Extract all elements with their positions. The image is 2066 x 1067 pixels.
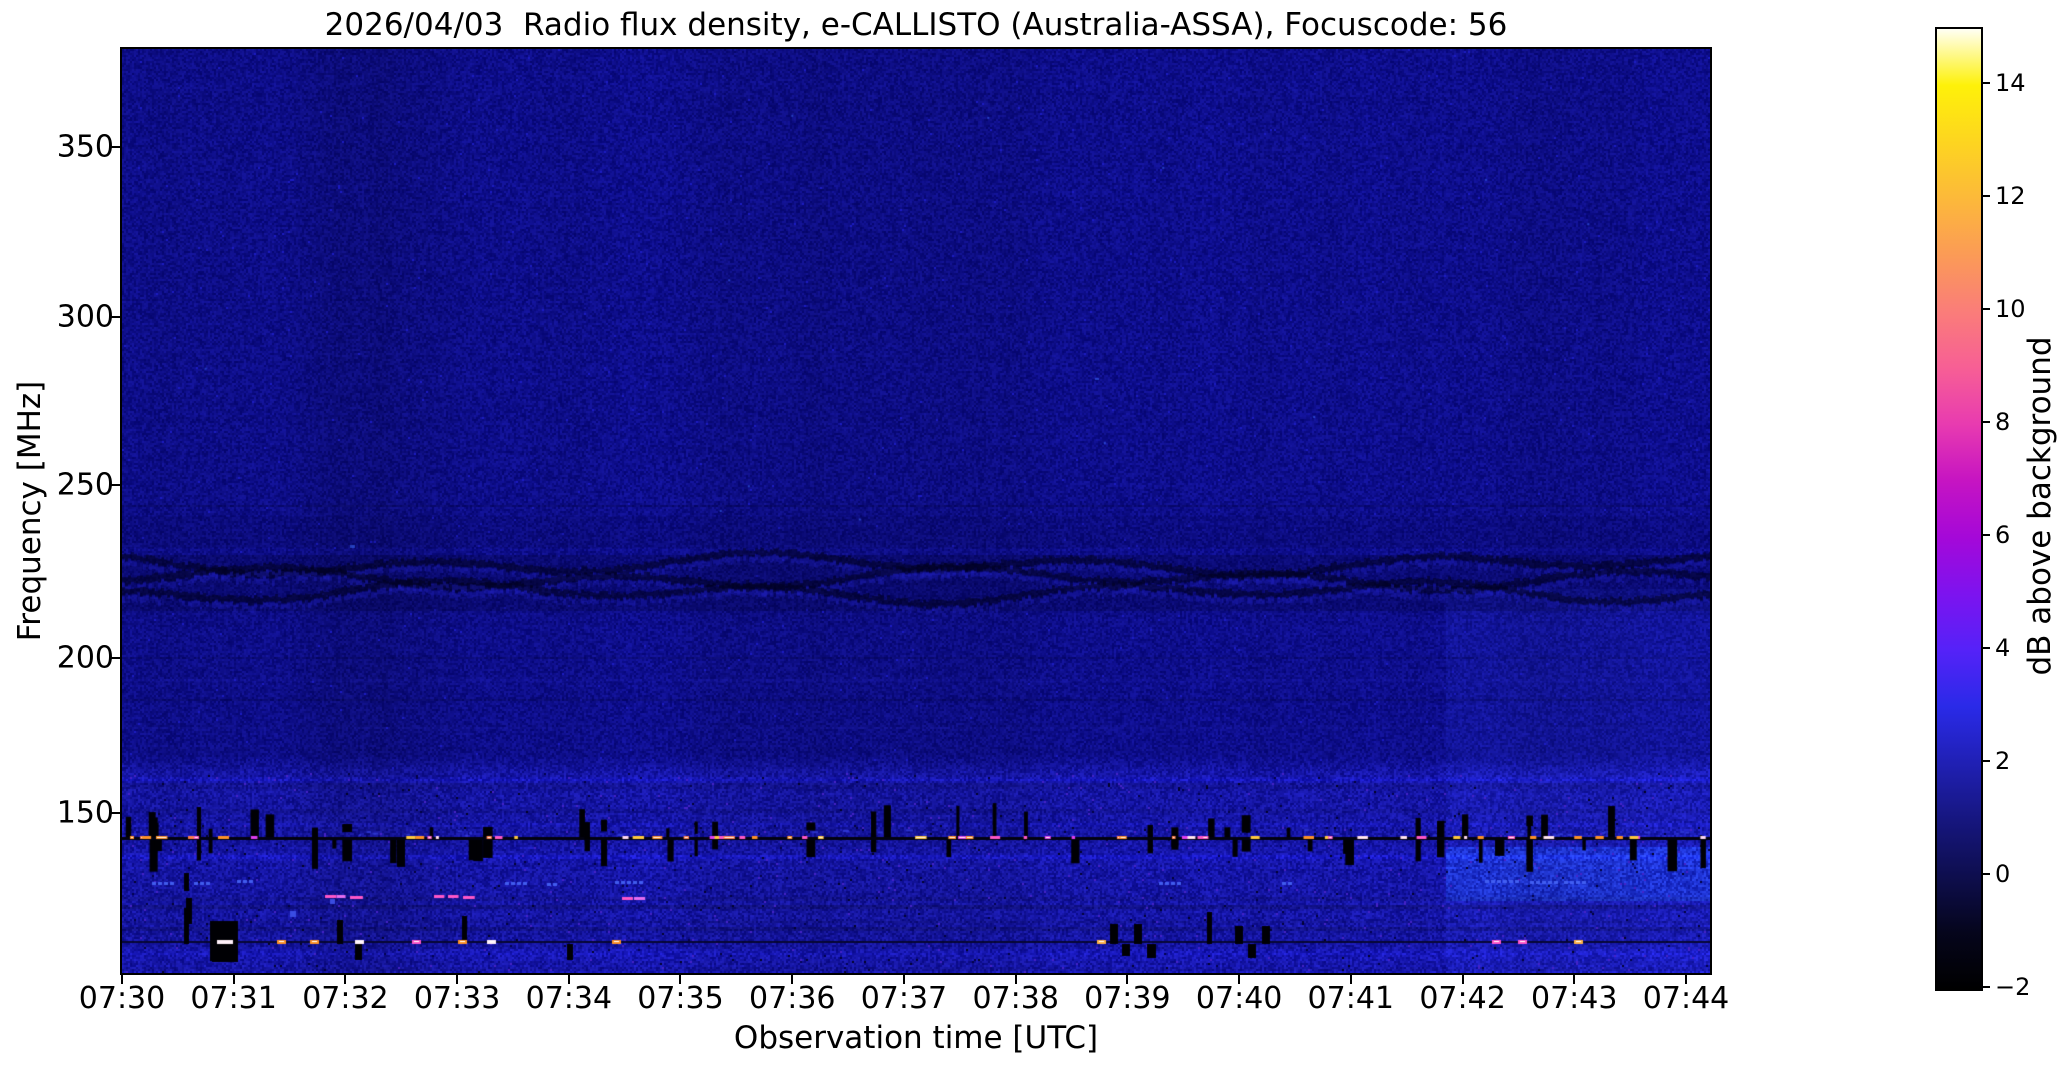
spectrogram-canvas (122, 49, 1710, 973)
y-tick-label: 350 (56, 129, 114, 165)
x-tick-mark (456, 973, 459, 984)
colorbar-tick-mark (1981, 873, 1990, 876)
x-tick-mark (1573, 973, 1576, 984)
colorbar-tick-label: 14 (1995, 69, 2026, 98)
x-tick-mark (1014, 973, 1017, 984)
colorbar-tick-label: 6 (1995, 521, 2011, 550)
x-tick-mark (791, 973, 794, 984)
x-tick-label: 07:31 (190, 981, 277, 1016)
colorbar-tick-mark (1981, 986, 1990, 988)
x-tick-mark (344, 973, 347, 984)
colorbar-tick-mark (1981, 534, 1990, 537)
colorbar-tick-mark (1981, 760, 1990, 763)
x-tick-label: 07:32 (302, 981, 389, 1016)
x-tick-label: 07:35 (637, 981, 724, 1016)
colorbar-tick-mark (1981, 647, 1990, 650)
colorbar-tick-label: 8 (1995, 408, 2011, 437)
x-tick-label: 07:36 (749, 981, 836, 1016)
colorbar-tick-mark (1981, 421, 1990, 424)
x-axis-label: Observation time [UTC] (733, 1020, 1099, 1056)
x-tick-label: 07:40 (1195, 981, 1283, 1016)
y-tick-label: 300 (56, 299, 114, 335)
colorbar-tick-label: 2 (1995, 747, 2011, 776)
y-tick-mark (110, 656, 121, 659)
x-tick-label: 07:33 (413, 981, 501, 1016)
y-tick-label: 150 (56, 795, 114, 831)
colorbar-label: dB above background (2022, 336, 2058, 676)
y-tick-mark (110, 145, 121, 148)
x-tick-mark (1126, 973, 1129, 984)
x-tick-mark (1349, 973, 1352, 984)
y-tick-mark (110, 484, 121, 487)
y-tick-mark (110, 812, 121, 815)
x-tick-mark (679, 973, 682, 984)
colorbar-tick-label: −2 (1995, 973, 2031, 1001)
chart-title: 2026/04/03 Radio flux density, e-CALLIST… (324, 7, 1508, 43)
x-tick-mark (1238, 973, 1241, 984)
x-tick-label: 07:43 (1530, 981, 1618, 1016)
x-tick-mark (1685, 973, 1688, 984)
colorbar-tick-label: 4 (1995, 634, 2011, 663)
y-tick-label: 250 (56, 467, 114, 503)
plot-frame (120, 47, 1712, 975)
y-tick-label: 200 (56, 640, 114, 676)
x-tick-label: 07:42 (1419, 981, 1506, 1016)
x-tick-label: 07:37 (860, 981, 948, 1016)
x-tick-label: 07:44 (1642, 981, 1730, 1016)
x-tick-label: 07:34 (525, 981, 613, 1016)
colorbar-tick-mark (1981, 195, 1990, 198)
x-tick-label: 07:39 (1084, 981, 1171, 1016)
colorbar-tick-mark (1981, 82, 1990, 85)
x-tick-mark (1461, 973, 1464, 984)
x-tick-label: 07:38 (972, 981, 1059, 1016)
x-tick-mark (121, 973, 123, 984)
colorbar-tick-label: 0 (1995, 860, 2011, 889)
colorbar-tick-mark (1981, 308, 1990, 311)
y-tick-mark (110, 315, 121, 318)
x-tick-label: 07:41 (1307, 981, 1395, 1016)
x-tick-mark (567, 973, 570, 984)
x-tick-mark (902, 973, 905, 984)
colorbar-tick-label: 12 (1995, 182, 2026, 211)
x-tick-label: 07:30 (78, 981, 166, 1016)
x-tick-mark (232, 973, 235, 984)
colorbar (1935, 27, 1983, 991)
y-axis-label: Frequency [MHz] (12, 380, 48, 642)
colorbar-tick-label: 10 (1995, 295, 2026, 324)
